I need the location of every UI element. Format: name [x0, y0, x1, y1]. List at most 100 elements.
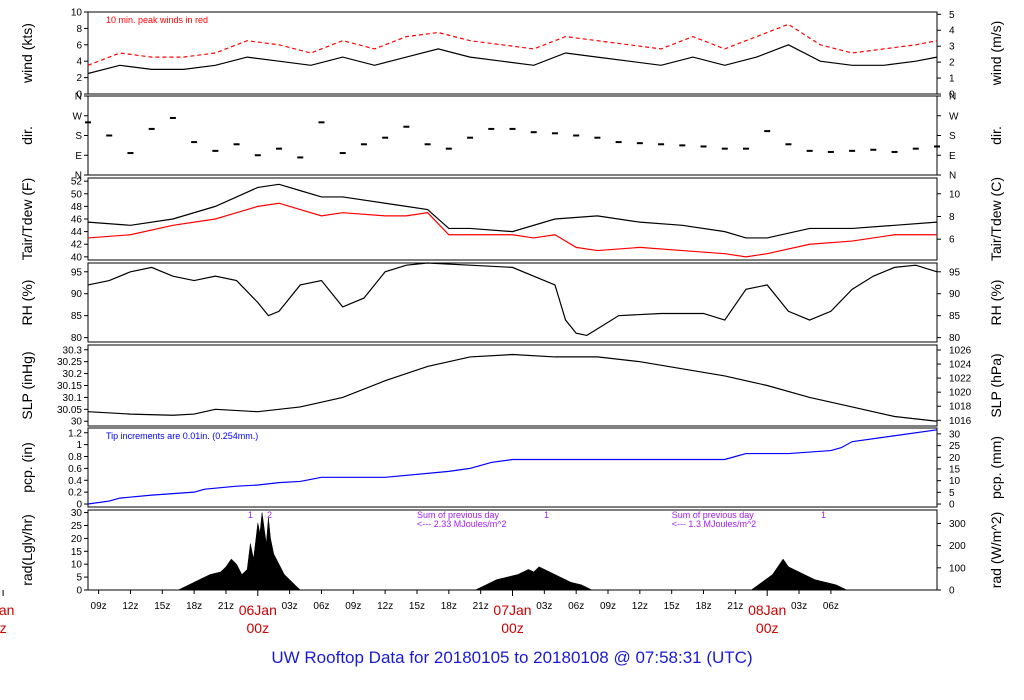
pcp-left-tick-label: 0.8 — [68, 452, 82, 463]
temp-left-tick-label: 48 — [71, 202, 83, 213]
temp-left-tick-label: 50 — [71, 189, 83, 200]
time-tick-label: 12z — [632, 601, 648, 612]
temp-left-tick-label: 52 — [71, 177, 83, 188]
temp-series-0 — [87, 183, 938, 239]
day-label-date: Jan — [0, 602, 14, 618]
dir-right-tick-label: S — [949, 131, 956, 142]
day-label-time: 00z — [247, 620, 270, 636]
rh-panel: 80 85 90 95 80 85 90 95 RH (%) RH (%) — [19, 262, 1004, 344]
wind-left-tick-label: 2 — [76, 73, 82, 84]
slp-left-tick-label: 30.2 — [63, 369, 83, 380]
dir-right-tick-label: N — [949, 92, 956, 103]
rh-left-tick-label: 80 — [71, 333, 83, 344]
slp-left-tick-label: 30.15 — [57, 381, 82, 392]
rh-frame — [87, 262, 938, 343]
dir-right-tick-label: W — [949, 111, 959, 122]
time-tick-label: 15z — [664, 601, 680, 612]
pcp-left-tick-label: 0 — [76, 500, 82, 511]
rh-right-axis-title: RH (%) — [988, 280, 1004, 326]
rad-right-axis-title: rad (W/m^2) — [988, 512, 1004, 589]
rad-left-tick-label: 25 — [71, 521, 83, 532]
rad-left-tick-label: 10 — [71, 560, 83, 571]
dir-frame — [87, 95, 938, 176]
slp-frame — [87, 344, 938, 427]
wind-series-0 — [87, 44, 938, 75]
rad-right-tick-label: 100 — [949, 563, 966, 574]
dir-left-axis-title: dir. — [19, 126, 35, 145]
rh-right-tick-label: 85 — [949, 311, 961, 322]
rad-left-tick-label: 20 — [71, 534, 83, 545]
slp-left-tick-label: 30 — [71, 417, 83, 428]
pcp-right-tick-label: 10 — [949, 476, 961, 487]
pcp-right-tick-label: 0 — [949, 500, 955, 511]
time-tick-label: 18z — [186, 601, 202, 612]
wind-frame — [87, 11, 938, 95]
wind-right-tick-label: 3 — [949, 42, 955, 53]
time-axis: 09z 12z 15z 18z 21z 03z 06z 09z 12z 15z 18z 21z 03z 0… — [0, 590, 839, 636]
pcp-annotation: Tip increments are 0.01in. (0.254mm.) — [106, 431, 258, 441]
slp-right-tick-label: 1022 — [949, 374, 972, 385]
day-label-time: z — [0, 620, 7, 636]
wind-right-tick-label: 0 — [949, 90, 955, 101]
rad-marker: 1 — [544, 510, 549, 520]
wind-right-tick-label: 1 — [949, 74, 955, 85]
rh-left-tick-label: 90 — [71, 289, 83, 300]
slp-right-tick-label: 1026 — [949, 346, 972, 357]
rad-annotation: <--- 2.33 MJoules/m^2 — [417, 519, 507, 529]
pcp-right-axis-title: pcp. (mm) — [988, 436, 1004, 499]
rad-right-tick-label: 0 — [949, 586, 955, 597]
slp-left-tick-label: 30.25 — [57, 357, 82, 368]
time-tick-label: 15z — [409, 601, 425, 612]
wind-annotation: 10 min. peak winds in red — [106, 15, 208, 25]
figure-title: UW Rooftop Data for 20180105 to 20180108… — [271, 648, 753, 667]
wind-right-tick-label: 2 — [949, 58, 955, 69]
rad-area — [475, 566, 593, 591]
time-tick-label: 06z — [823, 601, 839, 612]
pcp-right-tick-label: 30 — [949, 429, 961, 440]
dir-left-tick-label: E — [75, 151, 82, 162]
rh-left-tick-label: 85 — [71, 311, 83, 322]
rh-right-tick-label: 80 — [949, 333, 961, 344]
time-tick-label: 03z — [282, 601, 298, 612]
time-tick-label: 09z — [91, 601, 107, 612]
wind-left-tick-label: 8 — [76, 24, 82, 35]
temp-left-tick-label: 42 — [71, 240, 83, 251]
time-tick-label: 12z — [377, 601, 393, 612]
slp-right-tick-label: 1024 — [949, 360, 972, 371]
day-label-date: 07Jan — [493, 602, 531, 618]
rad-right-tick-label: 200 — [949, 541, 966, 552]
time-tick-label: 03z — [791, 601, 807, 612]
slp-right-tick-label: 1020 — [949, 388, 972, 399]
pcp-series-0 — [87, 429, 938, 505]
temp-right-tick-label: 10 — [949, 189, 961, 200]
slp-series-0 — [87, 353, 938, 422]
rh-left-axis-title: RH (%) — [19, 280, 35, 326]
time-tick-label: 09z — [600, 601, 616, 612]
pcp-left-tick-label: 1 — [76, 440, 82, 451]
dir-right-tick-label: E — [949, 151, 956, 162]
time-tick-label: 15z — [154, 601, 170, 612]
pcp-frame — [87, 427, 938, 508]
slp-right-tick-label: 1016 — [949, 416, 972, 427]
time-tick-label: 18z — [441, 601, 457, 612]
temp-series-1 — [87, 202, 937, 258]
rad-annotation: Sum of previous day — [672, 510, 755, 520]
day-label-time: 00z — [501, 620, 524, 636]
slp-left-tick-label: 30.05 — [57, 405, 82, 416]
day-label-date: 08Jan — [748, 602, 786, 618]
rad-annotation: Sum of previous day — [417, 510, 500, 520]
rh-right-tick-label: 95 — [949, 267, 961, 278]
temp-left-tick-label: 46 — [71, 215, 83, 226]
slp-left-tick-label: 30.3 — [63, 345, 83, 356]
dir-left-tick-label: N — [75, 92, 82, 103]
rad-marker: 2 — [267, 510, 272, 520]
slp-left-tick-label: 30.1 — [63, 393, 83, 404]
time-tick-label: 09z — [345, 601, 361, 612]
wind-left-axis-title: wind (kts) — [19, 23, 35, 84]
wind-left-tick-label: 10 — [71, 8, 83, 19]
slp-right-axis-title: SLP (hPa) — [988, 353, 1004, 417]
